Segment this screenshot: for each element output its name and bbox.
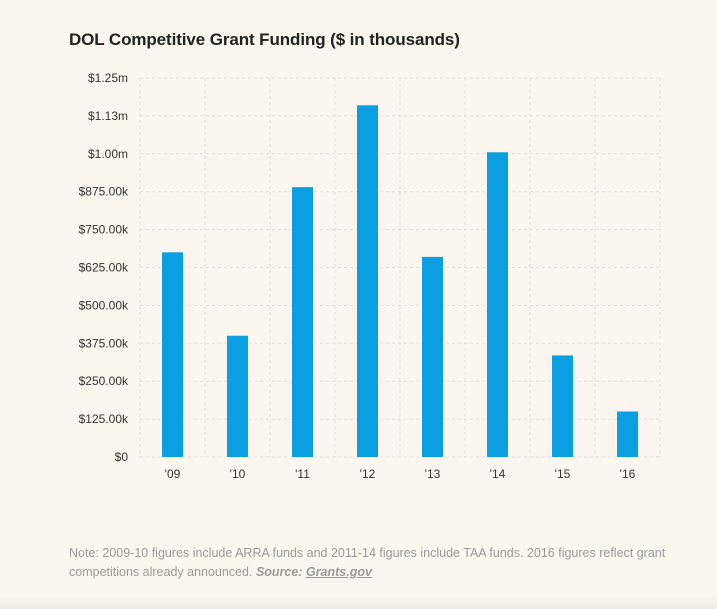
y-tick-label: $1.00m: [88, 147, 128, 161]
y-axis-ticks: $0 $125.00k $250.00k $375.00k $500.00k $625.0…: [79, 71, 129, 464]
y-tick-label: $500.00k: [79, 298, 129, 312]
bar-12[interactable]: [357, 105, 378, 458]
x-tick-label: '15: [555, 467, 571, 481]
y-tick-label: $250.00k: [79, 374, 129, 388]
y-tick-label: $375.00k: [79, 336, 129, 350]
bar-15[interactable]: [552, 355, 573, 457]
note-text: Note: 2009-10 figures include ARRA funds…: [69, 546, 666, 579]
gridlines: [139, 77, 661, 458]
y-tick-label: $875.00k: [79, 185, 129, 199]
y-tick-label: $1.25m: [88, 71, 128, 85]
bar-14[interactable]: [487, 152, 508, 457]
x-tick-label: '14: [490, 467, 506, 481]
bar-09[interactable]: [162, 252, 183, 457]
y-tick-label: $750.00k: [79, 223, 129, 237]
x-tick-label: '10: [230, 467, 246, 481]
bar-13[interactable]: [422, 256, 443, 457]
x-tick-label: '11: [295, 467, 310, 481]
x-tick-label: '16: [620, 467, 636, 481]
y-tick-label: $0: [115, 450, 129, 464]
y-tick-label: $1.13m: [88, 109, 128, 123]
x-tick-label: '12: [360, 467, 376, 481]
y-tick-label: $125.00k: [79, 412, 129, 426]
source-label: Source:: [255, 565, 303, 579]
bar-16[interactable]: [617, 411, 638, 457]
chart-title: DOL Competitive Grant Funding ($ in thou…: [69, 30, 460, 49]
y-tick-label: $625.00k: [79, 261, 129, 275]
x-tick-label: '09: [165, 467, 181, 481]
bar-11[interactable]: [292, 187, 313, 458]
x-tick-label: '13: [425, 467, 441, 481]
x-axis-ticks: '09 '10 '11 '12 '13 '14 '15 '16: [165, 467, 636, 481]
source-link[interactable]: Grants.gov: [305, 565, 372, 579]
bar-chart: $0 $125.00k $250.00k $375.00k $500.00k $625.0…: [79, 71, 661, 481]
bottom-fade: [0, 595, 717, 609]
bar-10[interactable]: [227, 335, 248, 457]
bars: [162, 105, 638, 458]
chart-note: Note: 2009-10 figures include ARRA funds…: [69, 544, 669, 582]
